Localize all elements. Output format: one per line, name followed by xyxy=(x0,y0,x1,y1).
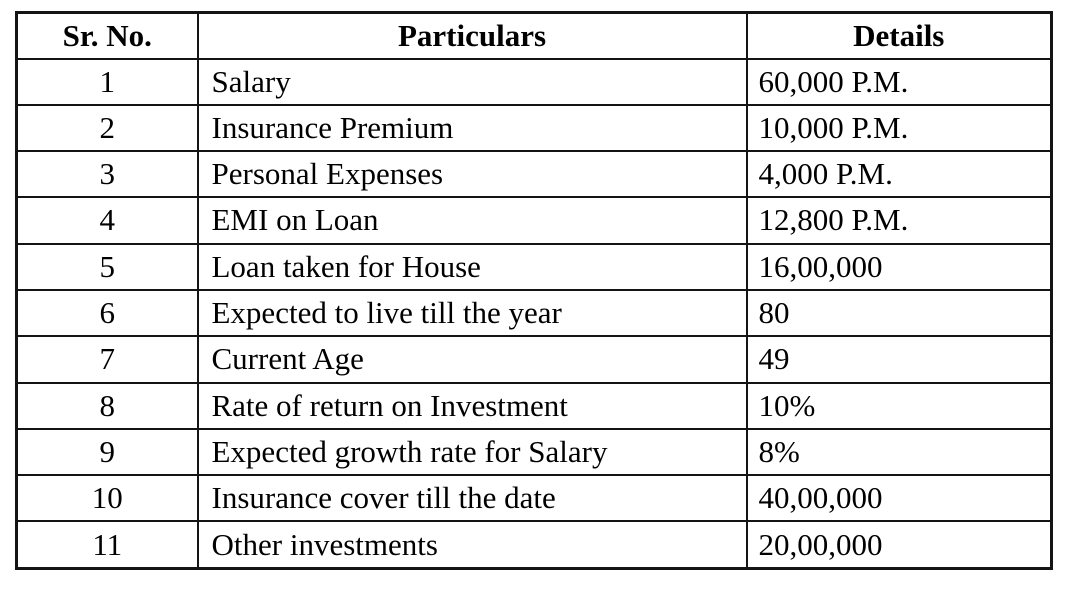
cell-sr-no: 10 xyxy=(15,474,199,523)
table-row: 6 Expected to live till the year 80 xyxy=(15,288,1053,338)
table-row: 5 Loan taken for House 16,00,000 xyxy=(15,242,1053,291)
cell-details: 20,00,000 xyxy=(745,520,1053,570)
cell-sr-no: 1 xyxy=(15,57,199,106)
cell-sr-no: 2 xyxy=(15,103,199,153)
cell-sr-no: 4 xyxy=(15,196,199,245)
cell-details: 4,000 P.M. xyxy=(745,150,1053,199)
table-row: 4 EMI on Loan 12,800 P.M. xyxy=(15,196,1053,245)
table-row: 2 Insurance Premium 10,000 P.M. xyxy=(15,103,1053,153)
cell-particulars: Rate of return on Investment xyxy=(196,381,748,430)
cell-particulars: Insurance cover till the date xyxy=(196,474,748,523)
table-header-row: Sr. No. Particulars Details xyxy=(15,11,1053,60)
cell-details: 60,000 P.M. xyxy=(745,57,1053,106)
cell-details: 49 xyxy=(745,335,1053,384)
cell-sr-no: 6 xyxy=(15,288,199,338)
cell-particulars: EMI on Loan xyxy=(196,196,748,245)
cell-particulars: Expected growth rate for Salary xyxy=(196,427,748,477)
cell-particulars: Expected to live till the year xyxy=(196,288,748,338)
cell-particulars: Personal Expenses xyxy=(196,150,748,199)
column-header-details: Details xyxy=(745,11,1053,60)
cell-sr-no: 11 xyxy=(15,520,199,570)
cell-sr-no: 3 xyxy=(15,150,199,199)
column-header-particulars: Particulars xyxy=(196,11,748,60)
cell-details: 16,00,000 xyxy=(745,242,1053,291)
table-row: 8 Rate of return on Investment 10% xyxy=(15,381,1053,430)
table-row: 3 Personal Expenses 4,000 P.M. xyxy=(15,150,1053,199)
table-row: 11 Other investments 20,00,000 xyxy=(15,520,1053,570)
cell-sr-no: 9 xyxy=(15,427,199,477)
cell-details: 12,800 P.M. xyxy=(745,196,1053,245)
cell-particulars: Loan taken for House xyxy=(196,242,748,291)
financial-details-table: Sr. No. Particulars Details 1 Salary 60,… xyxy=(15,11,1053,570)
column-header-sr-no: Sr. No. xyxy=(15,11,199,60)
table-row: 9 Expected growth rate for Salary 8% xyxy=(15,427,1053,477)
cell-details: 80 xyxy=(745,288,1053,338)
cell-particulars: Current Age xyxy=(196,335,748,384)
cell-particulars: Other investments xyxy=(196,520,748,570)
cell-sr-no: 5 xyxy=(15,242,199,291)
cell-details: 8% xyxy=(745,427,1053,477)
cell-details: 10% xyxy=(745,381,1053,430)
cell-details: 40,00,000 xyxy=(745,474,1053,523)
cell-particulars: Insurance Premium xyxy=(196,103,748,153)
cell-sr-no: 7 xyxy=(15,335,199,384)
table-row: 7 Current Age 49 xyxy=(15,335,1053,384)
cell-details: 10,000 P.M. xyxy=(745,103,1053,153)
cell-particulars: Salary xyxy=(196,57,748,106)
table-row: 10 Insurance cover till the date 40,00,0… xyxy=(15,474,1053,523)
table-row: 1 Salary 60,000 P.M. xyxy=(15,57,1053,106)
cell-sr-no: 8 xyxy=(15,381,199,430)
